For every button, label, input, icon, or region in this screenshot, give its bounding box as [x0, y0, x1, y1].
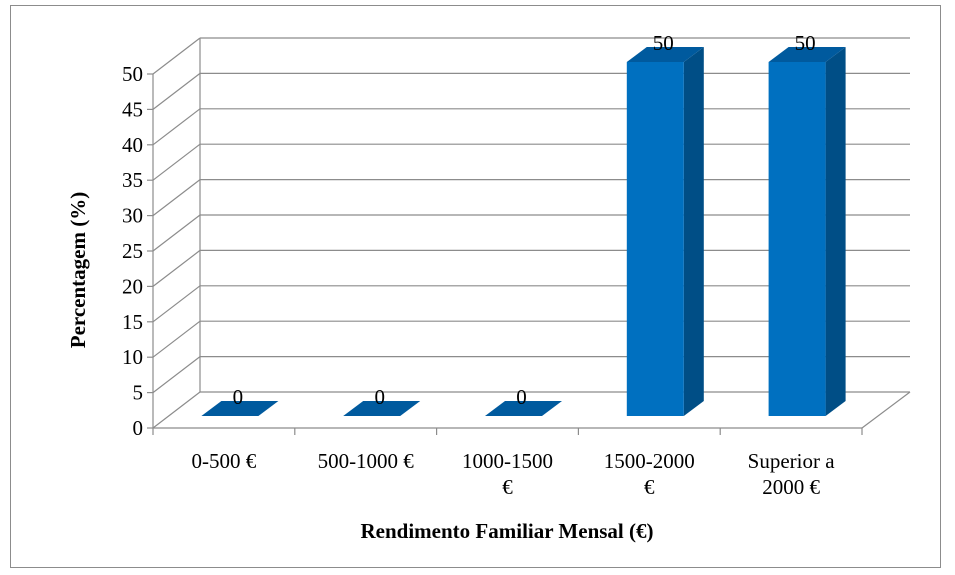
y-tick-label: 10 [122, 345, 143, 369]
gridline-diagonal [152, 143, 201, 181]
y-tick-label: 15 [122, 310, 143, 334]
data-label: 50 [795, 31, 816, 55]
y-tick-labels: 0 5 10 15 20 25 30 35 40 45 50 [122, 62, 143, 440]
y-tick-label: 40 [122, 133, 143, 157]
data-labels: 0 0 0 50 50 [233, 31, 816, 409]
y-tick-label: 45 [122, 97, 143, 121]
bar-top [768, 47, 846, 62]
floor-right-edge [861, 391, 911, 429]
gridline-diagonal [152, 320, 201, 358]
bar-top [201, 401, 279, 416]
floor-left-edge [152, 391, 201, 429]
bar-top [626, 47, 704, 62]
data-label: 0 [233, 385, 244, 409]
x-category-label: 1000-1500 € [462, 449, 553, 499]
bars [201, 47, 846, 416]
gridline-diagonal [152, 108, 201, 146]
bar [485, 401, 562, 416]
y-tick-label: 35 [122, 168, 143, 192]
bar-top [485, 401, 562, 416]
x-axis-title: Rendimento Familiar Mensal (€) [361, 519, 654, 543]
gridline-diagonal [152, 37, 201, 75]
y-axis-title: Percentagem (%) [66, 192, 90, 348]
gridline-diagonal [152, 214, 201, 252]
x-category-label: 0-500 € [192, 449, 257, 473]
gridline-diagonal [152, 285, 201, 323]
y-tick-label: 20 [122, 274, 143, 298]
y-tick-label: 50 [122, 62, 143, 86]
y-tick-label: 25 [122, 239, 143, 263]
bar [201, 401, 279, 416]
bar-top [343, 401, 421, 416]
y-tick-label: 0 [133, 416, 144, 440]
bar [768, 47, 846, 416]
bar-side [825, 47, 846, 416]
bar-front [626, 62, 684, 416]
data-label: 50 [653, 31, 674, 55]
x-category-labels: 0-500 € 500-1000 € 1000-1500 € 1500-2000 € Sup… [192, 449, 836, 499]
data-label: 0 [516, 385, 527, 409]
x-category-label: 1500-2000 € [604, 449, 695, 499]
bar [343, 401, 421, 416]
data-label: 0 [374, 385, 385, 409]
bar-side [683, 47, 704, 416]
x-category-label: Superior a 2000 € [748, 449, 836, 499]
gridline-diagonal [152, 72, 201, 110]
y-tick-label: 30 [122, 204, 143, 228]
gridline-diagonal [152, 356, 201, 394]
gridline-diagonal [152, 179, 201, 217]
gridline-diagonal [152, 249, 201, 287]
bar-front [768, 62, 826, 416]
x-category-label: 500-1000 € [318, 449, 415, 473]
bar [626, 47, 704, 416]
y-tick-label: 5 [133, 381, 144, 405]
